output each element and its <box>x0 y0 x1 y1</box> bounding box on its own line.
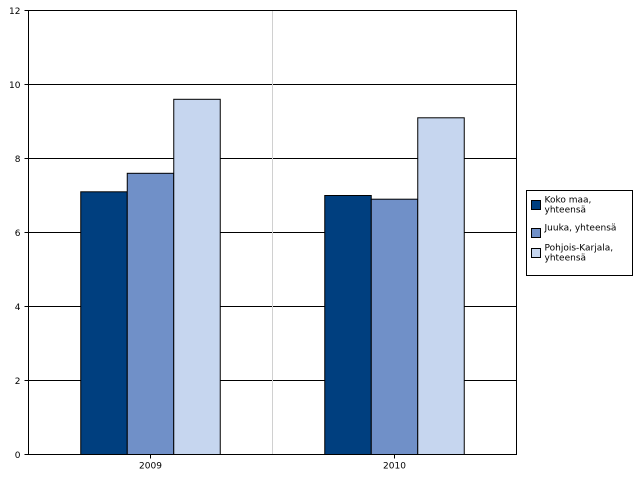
legend-swatch <box>531 200 541 210</box>
legend-label: Pohjois-Karjala, <box>545 244 614 254</box>
y-tick-label: 8 <box>15 155 21 165</box>
bar-pohjois-karjala-2010 <box>417 117 465 456</box>
legend-label: yhteensä <box>545 206 587 216</box>
bars <box>80 98 465 456</box>
legend-label: yhteensä <box>545 254 587 264</box>
y-tick-label: 0 <box>15 451 21 461</box>
legend-box <box>526 190 633 276</box>
y-tick-label: 12 <box>9 7 20 17</box>
bar-koko-maa-2010 <box>324 195 372 455</box>
y-tick-label: 2 <box>15 377 21 387</box>
legend-swatch <box>531 248 541 258</box>
bar-juuka-2010 <box>370 198 419 455</box>
legend-item: Pohjois-Karjala,yhteensä <box>531 244 614 264</box>
legend-label: Juuka, yhteensä <box>544 224 617 234</box>
x-axis: 2009 2010 <box>139 454 406 472</box>
y-tick-label: 6 <box>15 229 21 239</box>
legend-item: Koko maa,yhteensä <box>531 196 592 216</box>
y-tick-label: 4 <box>15 303 21 313</box>
y-axis: 0 2 4 6 8 10 12 <box>9 7 29 461</box>
x-tick-label: 2010 <box>383 462 406 472</box>
bar-koko-maa-2009 <box>80 191 128 456</box>
x-tick-label: 2009 <box>139 462 162 472</box>
legend-label: Koko maa, <box>545 196 592 206</box>
legend-item: Juuka, yhteensä <box>531 224 617 238</box>
bar-pohjois-karjala-2009 <box>173 98 221 456</box>
bar-juuka-2009 <box>126 172 175 456</box>
y-tick-label: 10 <box>9 81 21 91</box>
legend-swatch <box>531 228 541 238</box>
